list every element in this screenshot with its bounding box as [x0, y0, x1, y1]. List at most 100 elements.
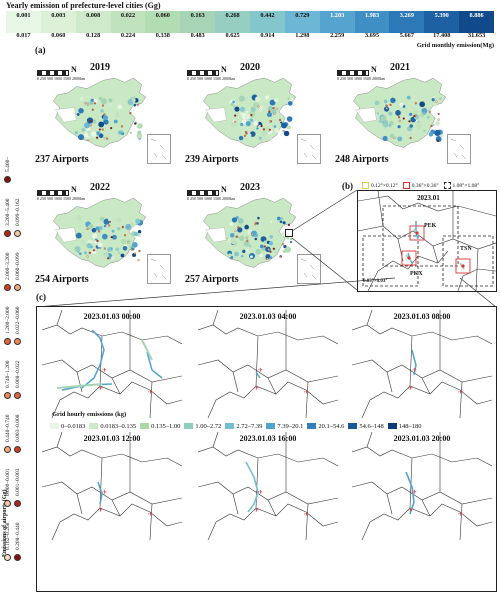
legend-upper-value: 1.203	[330, 12, 345, 19]
hourly-legend-item: 0.0183–0.135	[89, 423, 136, 430]
scale-text: 0 250 500 1000 1500 2000km	[187, 196, 236, 201]
hourly-legend-item: 7.39–20.1	[266, 423, 303, 430]
hourly-legend-item: 148–180	[387, 422, 422, 430]
hourly-map: ✈ ✈ ✈ 2023.01.03 12:00	[41, 431, 183, 541]
scale-bar	[187, 190, 219, 196]
legend-segment: 5.390 17.408	[424, 11, 460, 39]
scale-text: 0 250 500 1000 1500 2000km	[187, 76, 236, 81]
hourly-legend-label: 148–180	[398, 422, 422, 430]
hourly-legend-swatch	[266, 423, 276, 429]
hourly-legend-label: 7.39–20.1	[277, 422, 304, 430]
svg-text:✈: ✈	[458, 511, 463, 518]
scale-text: 0 250 500 1000 1500 2000km	[337, 76, 386, 81]
airport-dot-icon	[14, 446, 21, 453]
svg-text:✈: ✈	[304, 511, 309, 518]
north-arrow-icon: N	[221, 65, 227, 74]
airport-dot-icon	[14, 338, 21, 345]
hourly-legend-label: 54.6–148	[359, 422, 384, 430]
map-year: 2022	[90, 182, 110, 193]
scale-bar	[337, 70, 369, 76]
south-china-sea-inset	[297, 254, 321, 284]
legend-segment: 0.003 0.060	[40, 11, 76, 39]
legend-upper-value: 0.008	[86, 12, 101, 19]
legend-lower-value: 0.338	[155, 32, 170, 39]
map-2022: 2022 0 250 500 1000 1500 2000km N 254 Airpo…	[35, 182, 175, 292]
svg-text:✈: ✈	[98, 385, 103, 392]
scale-text: 0 250 500 1000 1500 2000km	[37, 76, 86, 81]
scale-bar	[37, 70, 69, 76]
legend-segment: 8.886 31.653	[459, 11, 495, 39]
airport-count: 237 Airports	[35, 154, 89, 165]
hourly-legend-label: 0–0.0183	[61, 422, 86, 430]
hourly-map: ✈ ✈ ✈ 2023.01.03 00:00	[41, 309, 183, 419]
svg-text:✈: ✈	[412, 489, 417, 496]
airport-dot-icon	[4, 392, 11, 399]
hourly-map: ✈ ✈ ✈ 2023.01.03 20:00	[351, 431, 493, 541]
legend-lower-value: 31.653	[467, 32, 486, 39]
airport-dot-icon	[4, 176, 11, 183]
hourly-legend-item: 2.72–7.39	[225, 423, 262, 430]
airport-dot-icon	[14, 284, 21, 291]
legend-upper-value: 8.886	[469, 12, 484, 19]
map-year: 2021	[390, 62, 410, 73]
north-arrow-icon: N	[71, 185, 77, 194]
panel-c-frame	[36, 306, 497, 592]
south-china-sea-inset	[447, 134, 471, 164]
hourly-legend-swatch	[89, 423, 99, 429]
hourly-legend-label: 20.1–54.6	[318, 422, 345, 430]
legend-upper-value: 0.268	[225, 12, 240, 19]
airport-dot-icon	[14, 554, 21, 561]
hourly-legend-swatch	[140, 423, 150, 429]
svg-text:✈: ✈	[254, 385, 259, 392]
airport-dot-icon	[14, 392, 21, 399]
svg-text:✈: ✈	[148, 389, 153, 396]
legend-lower-value: 0.914	[260, 32, 275, 39]
panel-c-label: (c)	[36, 292, 46, 302]
hourly-legend-item: 0–0.0183	[50, 423, 85, 430]
hourly-legend-swatch	[50, 423, 59, 429]
svg-text:✈: ✈	[148, 511, 153, 518]
svg-text:✈: ✈	[412, 367, 417, 374]
svg-text:✈: ✈	[258, 489, 263, 496]
legend-upper-value: 0.163	[190, 12, 205, 19]
legend-upper-value: 5.390	[434, 12, 449, 19]
grid-monthly-label: Grid monthly emission(Mg)	[416, 42, 494, 49]
legend-upper-value: 0.001	[16, 12, 31, 19]
airport-legend-class: 5.400–	[2, 134, 24, 188]
legend-segment: 0.001 0.017	[6, 11, 41, 39]
legend-segment: 1.983 3.695	[354, 11, 390, 39]
legend-lower-value: 1.298	[295, 32, 310, 39]
north-arrow-icon: N	[221, 185, 227, 194]
svg-text:✈: ✈	[304, 389, 309, 396]
legend-036: 0.36°×0.36°	[402, 182, 439, 189]
zoom-resolution: 0.03°×0.03°	[363, 279, 388, 284]
legend-segment: 0.022 0.224	[110, 11, 146, 39]
hourly-time-label: 2023.01.03 00:00	[83, 312, 141, 321]
panel-b-label: (b)	[342, 181, 353, 191]
north-arrow-icon: N	[71, 65, 77, 74]
scale-text: 0 250 500 1000 1500 2000km	[37, 196, 86, 201]
legend-upper-value: 0.003	[51, 12, 66, 19]
legend-segment: 0.729 1.298	[284, 11, 320, 39]
legend-lower-value: 0.483	[190, 32, 205, 39]
legend-segment: 0.163 0.483	[180, 11, 216, 39]
hourly-legend-label: 0.0183–0.135	[100, 422, 137, 430]
airport-dot-icon	[4, 554, 11, 561]
hourly-time-label: 2023.01.03 04:00	[239, 312, 297, 321]
south-china-sea-inset	[297, 134, 321, 164]
airport-count: 254 Airports	[35, 274, 89, 285]
airport-count: 257 Airports	[185, 274, 239, 285]
svg-text:✈: ✈	[458, 389, 463, 396]
airport-dot-icon	[4, 230, 11, 237]
legend-lower-value: 0.224	[120, 32, 136, 39]
airport-dot-icon	[14, 500, 21, 507]
legend-upper-value: 0.022	[120, 12, 136, 19]
map-year: 2020	[240, 62, 260, 73]
zoom-map-beijing: 2023.01 PEK PKX TSN 0.03°×0.03°	[357, 190, 497, 292]
airport-dot-icon	[4, 446, 11, 453]
svg-text:✈: ✈	[254, 507, 259, 514]
airport-legend-class: 2.000–3.200 0.060–0.099	[2, 242, 24, 296]
legend-segment: 0.268 0.625	[215, 11, 251, 39]
svg-text:✈: ✈	[408, 507, 413, 514]
